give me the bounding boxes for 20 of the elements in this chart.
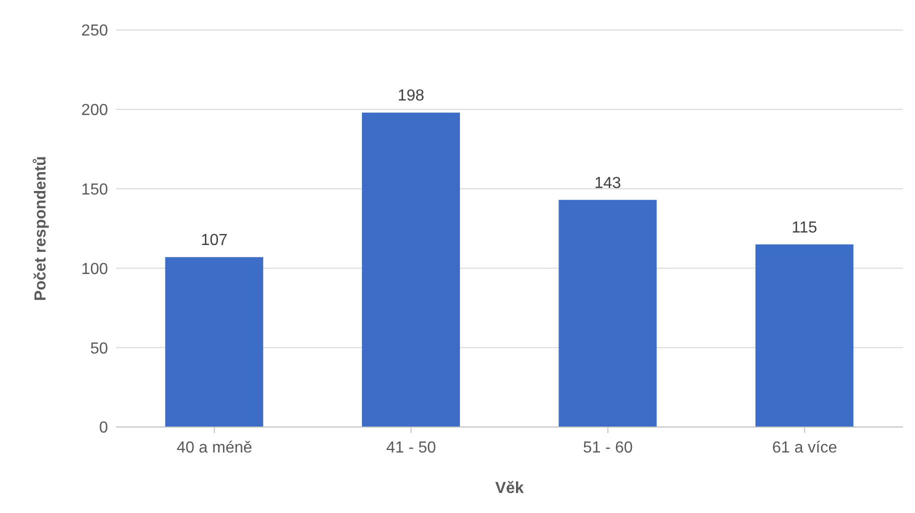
y-tick-label: 250: [81, 22, 108, 40]
bar: [558, 200, 657, 427]
bar: [755, 244, 854, 427]
y-axis-title: Počet respondentů: [32, 156, 50, 301]
y-tick-label: 150: [81, 181, 108, 198]
x-axis-title: Věk: [495, 480, 524, 497]
y-tick-label: 0: [99, 420, 108, 437]
data-label: 115: [792, 219, 818, 236]
bar: [362, 112, 460, 427]
data-label: 107: [200, 232, 228, 250]
y-tick-label: 50: [90, 340, 108, 358]
data-label: 198: [398, 88, 424, 105]
x-tick-label: 40 a méně: [176, 439, 252, 456]
bar: [165, 257, 264, 427]
x-tick-label: 51 - 60: [582, 439, 633, 456]
data-label: 143: [594, 174, 622, 192]
y-tick-label: 100: [81, 260, 108, 278]
y-tick-label: 200: [81, 102, 108, 120]
x-tick-label: 61 a více: [772, 439, 838, 456]
x-tick-label: 41 - 50: [386, 439, 436, 456]
